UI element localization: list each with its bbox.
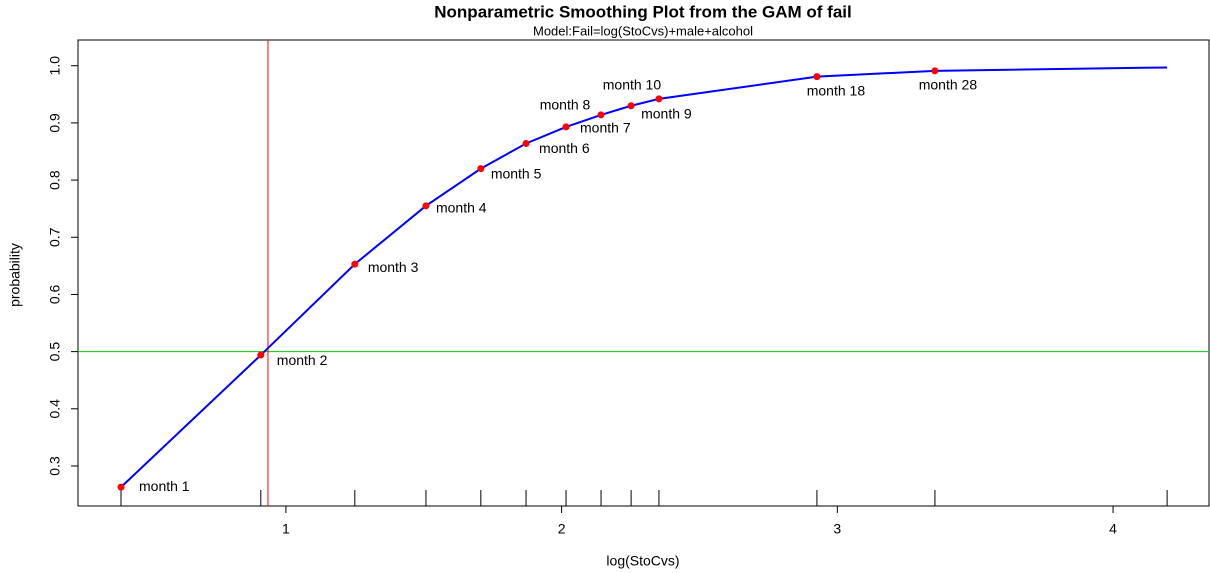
data-point: [813, 73, 821, 81]
data-point: [522, 139, 530, 147]
y-tick-label: 1.0: [47, 56, 63, 76]
plot-frame: [77, 39, 1210, 507]
data-point: [257, 351, 265, 359]
point-label: month 4: [436, 200, 487, 216]
point-label: month 7: [580, 120, 631, 136]
x-tick-label: 2: [558, 521, 566, 537]
data-point: [562, 123, 570, 131]
y-tick-label: 0.6: [47, 285, 63, 305]
point-label: month 3: [368, 259, 419, 275]
point-label: month 1: [139, 478, 190, 494]
y-tick-label: 0.5: [47, 342, 63, 362]
point-label: month 10: [603, 77, 662, 93]
data-point: [422, 202, 430, 210]
x-tick-label: 1: [282, 521, 290, 537]
x-axis-label: log(StoCvs): [606, 553, 679, 569]
data-point: [477, 165, 485, 173]
y-axis-label: probability: [7, 243, 23, 307]
point-label: month 6: [539, 140, 590, 156]
point-label: month 28: [919, 77, 978, 93]
point-label: month 18: [807, 82, 866, 98]
chart-title: Nonparametric Smoothing Plot from the GA…: [434, 2, 851, 21]
y-tick-label: 0.4: [47, 399, 63, 419]
x-tick-label: 4: [1109, 521, 1117, 537]
smooth-curve: [120, 66, 1168, 488]
chart-subtitle: Model:Fail=log(StoCvs)+male+alcohol: [533, 23, 753, 38]
data-point: [627, 102, 635, 110]
data-point: [655, 95, 663, 103]
point-label: month 5: [491, 165, 542, 181]
y-tick-label: 0.8: [47, 170, 63, 190]
y-tick-label: 0.3: [47, 456, 63, 476]
y-tick-label: 0.7: [47, 227, 63, 247]
point-label: month 2: [277, 352, 328, 368]
point-label: month 8: [540, 97, 591, 113]
data-point: [117, 483, 125, 491]
y-tick-label: 0.9: [47, 113, 63, 133]
data-point: [931, 67, 939, 75]
x-tick-label: 3: [833, 521, 841, 537]
point-label: month 9: [641, 105, 692, 121]
data-point: [351, 260, 359, 268]
data-point: [597, 111, 605, 119]
